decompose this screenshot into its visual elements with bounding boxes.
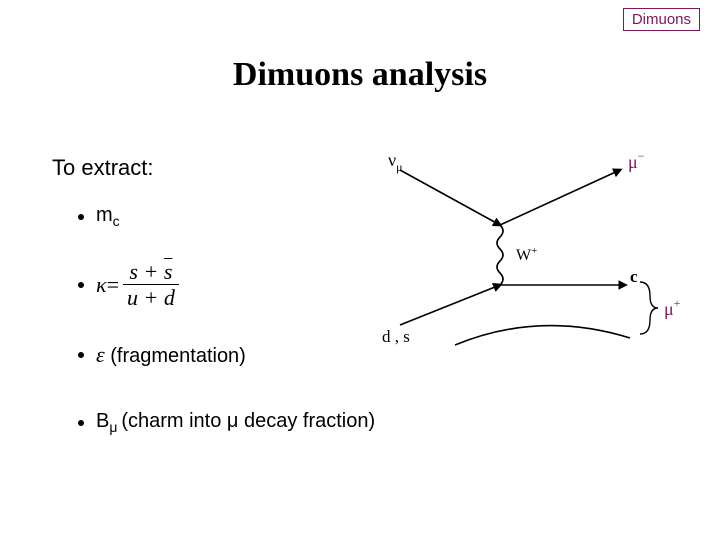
label-mu-minus-sup: − bbox=[638, 150, 645, 163]
bullet-epsilon: ε (fragmentation) bbox=[78, 342, 246, 368]
mc-symbol: mc bbox=[96, 204, 120, 229]
kappa-symbol: κ bbox=[96, 272, 107, 298]
epsilon-symbol: ε bbox=[96, 342, 105, 367]
bullet-dot-icon bbox=[78, 420, 84, 426]
line-nu-in bbox=[400, 170, 500, 225]
line-mu-minus bbox=[500, 170, 620, 225]
brace-muplus bbox=[640, 282, 658, 334]
epsilon-text: (fragmentation) bbox=[105, 345, 246, 367]
num-sbar: s bbox=[164, 259, 173, 284]
label-nu: νμ bbox=[388, 150, 403, 174]
line-hadron-arc bbox=[455, 326, 630, 345]
den-plus: + bbox=[138, 285, 164, 310]
bullet-dot-icon bbox=[78, 352, 84, 358]
mc-m: m bbox=[96, 204, 113, 226]
label-mu-plus-sup: + bbox=[674, 296, 681, 310]
corner-badge: Dimuons bbox=[623, 8, 700, 31]
mc-sub-c: c bbox=[113, 213, 120, 229]
label-charm: c bbox=[630, 267, 638, 286]
label-nu-main: ν bbox=[388, 150, 396, 170]
bmu-line: Bμ (charm into μ decay fraction) bbox=[96, 410, 375, 435]
bmu-B: B bbox=[96, 410, 109, 432]
num-plus: + bbox=[138, 259, 164, 284]
label-mu-plus-main: μ bbox=[664, 299, 674, 319]
label-w-sup: + bbox=[531, 245, 537, 257]
label-mu-plus: μ+ bbox=[664, 296, 681, 319]
den-dbar: d bbox=[164, 285, 175, 310]
bullet-dot-icon bbox=[78, 214, 84, 220]
den-ubar: u bbox=[127, 285, 138, 310]
bullet-mc: mc bbox=[78, 204, 120, 229]
label-mu-minus-main: μ bbox=[628, 152, 638, 172]
num-s: s bbox=[129, 259, 138, 284]
line-quark-in bbox=[400, 285, 500, 325]
bmu-text: (charm into μ decay fraction) bbox=[121, 410, 375, 432]
feynman-diagram: νμ μ− W+ d , s c μ+ bbox=[370, 150, 700, 370]
epsilon-line: ε (fragmentation) bbox=[96, 342, 246, 368]
bullet-kappa: κ = s + s u + d bbox=[78, 260, 183, 309]
kappa-fraction: s + s u + d bbox=[123, 260, 179, 309]
page-title: Dimuons analysis bbox=[0, 56, 720, 94]
kappa-denominator: u + d bbox=[123, 286, 179, 309]
bmu-sub: μ bbox=[109, 419, 121, 435]
to-extract-heading: To extract: bbox=[52, 155, 153, 181]
label-nu-sub: μ bbox=[396, 160, 402, 174]
kappa-equals: = bbox=[107, 272, 119, 298]
bullet-dot-icon bbox=[78, 282, 84, 288]
label-quark-in: d , s bbox=[382, 327, 410, 346]
label-w-main: W bbox=[516, 247, 532, 264]
label-mu-minus: μ− bbox=[628, 150, 645, 172]
label-w-plus: W+ bbox=[516, 245, 537, 264]
kappa-numerator: s + s bbox=[125, 260, 176, 283]
bullet-bmu: Bμ (charm into μ decay fraction) bbox=[78, 410, 375, 435]
line-w-boson bbox=[497, 225, 503, 285]
kappa-equation: κ = s + s u + d bbox=[96, 260, 183, 309]
